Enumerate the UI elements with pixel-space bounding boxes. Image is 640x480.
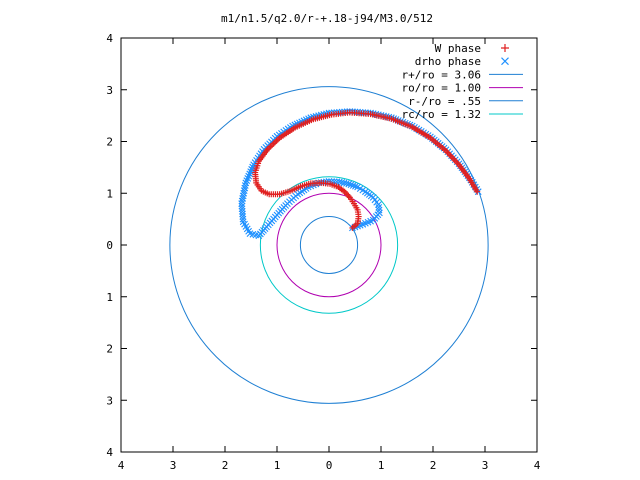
cross-marker [349, 182, 357, 189]
x-tick-label: 2 [222, 459, 229, 472]
reference-circle [299, 216, 359, 274]
plus-marker [501, 44, 509, 52]
cross-marker [238, 200, 246, 207]
y-tick-label: 4 [106, 446, 113, 459]
cross-marker [354, 183, 361, 191]
y-tick-label: 1 [106, 291, 113, 304]
x-tick-label: 3 [170, 459, 177, 472]
reference-circle [169, 86, 489, 404]
legend-label: ro/ro = 1.00 [402, 82, 481, 95]
y-tick-label: 3 [106, 394, 113, 407]
y-tick-label: 2 [106, 343, 113, 356]
cross-marker [241, 184, 249, 192]
legend-label: rc/ro = 1.32 [402, 108, 481, 121]
cross-marker [356, 108, 364, 116]
x-tick-label: 0 [326, 459, 333, 472]
y-tick-label: 2 [106, 136, 113, 149]
cross-marker [375, 204, 383, 211]
x-tick-label: 2 [430, 459, 437, 472]
reference-circles [169, 86, 489, 404]
y-tick-label: 0 [106, 239, 113, 252]
x-tick-label: 4 [534, 459, 541, 472]
reference-circle [259, 176, 399, 314]
x-tick-label: 4 [118, 459, 125, 472]
series-w-phase [252, 109, 481, 231]
y-tick-label: 1 [106, 187, 113, 200]
cross-marker [336, 178, 343, 186]
cross-marker [239, 192, 247, 200]
x-tick-label: 1 [274, 459, 281, 472]
y-tick-label: 3 [106, 84, 113, 97]
cross-marker [376, 209, 383, 217]
chart-title: m1/n1.5/q2.0/r-+.18-j94/M3.0/512 [221, 12, 433, 25]
legend-label: r-/ro = .55 [408, 95, 481, 108]
cross-marker [501, 57, 509, 66]
cross-marker [238, 202, 246, 210]
cross-marker [240, 189, 248, 197]
cross-marker [375, 206, 383, 214]
cross-marker [352, 182, 359, 190]
legend-label: W phase [435, 42, 481, 55]
plus-marker [474, 188, 481, 195]
cross-marker [241, 182, 249, 189]
cross-marker [239, 195, 247, 202]
x-tick-label: 1 [378, 459, 385, 472]
reference-circle [276, 192, 382, 298]
y-tick-label: 4 [106, 32, 113, 45]
cross-marker [240, 187, 248, 195]
legend-label: r+/ro = 3.06 [402, 68, 481, 81]
data-series [238, 108, 482, 240]
legend-label: drho phase [415, 55, 481, 68]
cross-marker [238, 197, 246, 205]
x-tick-label: 3 [482, 459, 489, 472]
